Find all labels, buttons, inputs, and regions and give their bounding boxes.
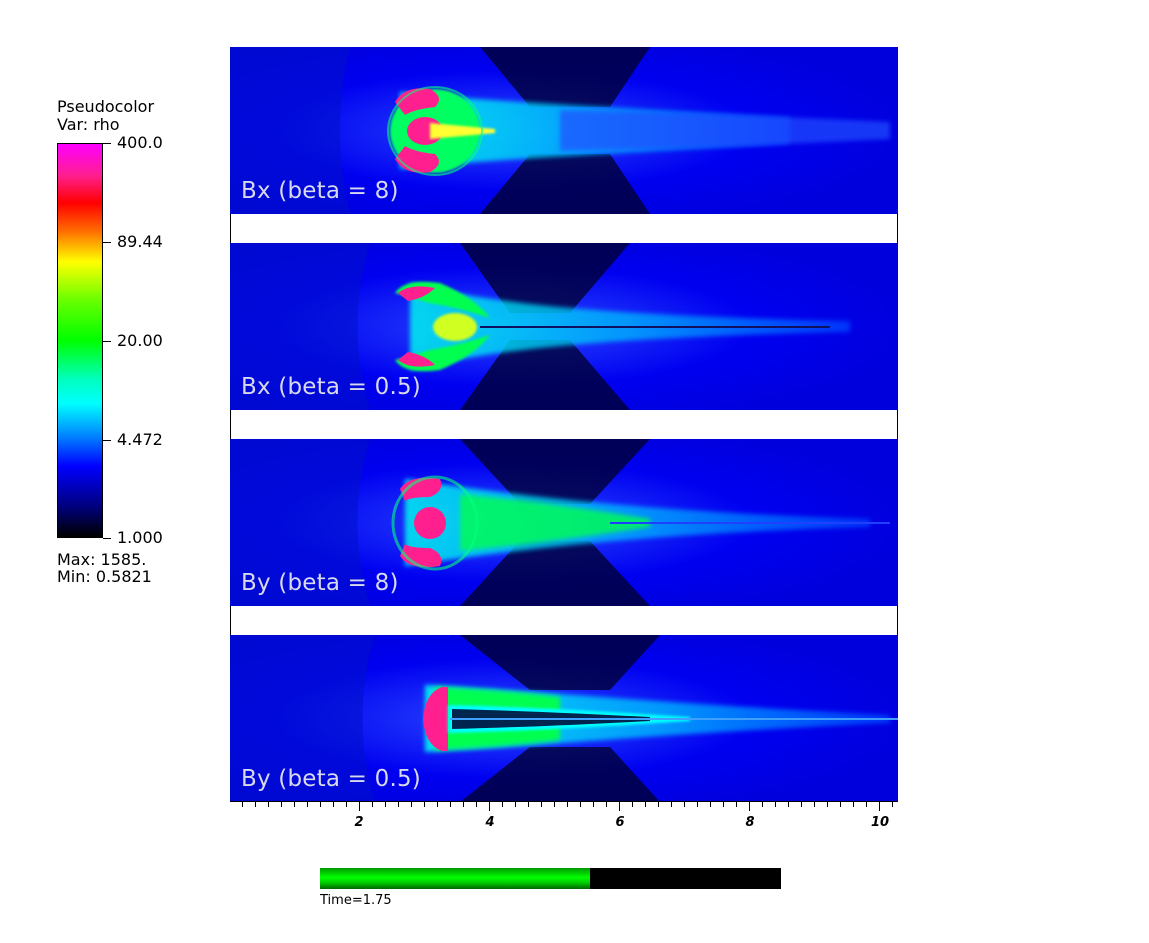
density-image [230, 635, 898, 802]
x-axis-minor-tick [697, 802, 698, 807]
x-axis-minor-tick [671, 802, 672, 807]
colorbar-tick-label: 89.44 [117, 232, 163, 251]
time-progress-bar [320, 868, 781, 889]
x-axis-minor-tick [814, 802, 815, 807]
colorbar-tick-label: 400.0 [117, 133, 163, 152]
panel-label: By (beta = 0.5) [241, 766, 421, 792]
x-axis-label: 6 [615, 815, 625, 830]
colorbar-tick-label: 20.00 [117, 331, 163, 350]
x-axis-minor-tick [528, 802, 529, 807]
legend-min: Min: 0.5821 [57, 567, 152, 586]
x-axis-minor-tick [710, 802, 711, 807]
x-axis-minor-tick [372, 802, 373, 807]
x-axis-minor-tick [320, 802, 321, 807]
x-axis-minor-tick [502, 802, 503, 807]
x-axis-minor-tick [385, 802, 386, 807]
x-axis-minor-tick [801, 802, 802, 807]
x-axis-minor-tick [853, 802, 854, 807]
x-axis-minor-tick [398, 802, 399, 807]
x-axis-minor-tick [268, 802, 269, 807]
x-axis-minor-tick [554, 802, 555, 807]
density-image [230, 243, 898, 410]
density-panel-bx-beta-0-5: Bx (beta = 0.5) [230, 243, 898, 410]
x-axis-minor-tick [736, 802, 737, 807]
x-axis-label: 4 [485, 815, 495, 830]
legend-plot-type: Pseudocolor [57, 97, 155, 116]
x-axis-minor-tick [255, 802, 256, 807]
x-axis-minor-tick [866, 802, 867, 807]
x-axis-minor-tick [775, 802, 776, 807]
x-axis-minor-tick [567, 802, 568, 807]
x-axis-major-tick [749, 802, 750, 811]
colorbar [57, 143, 103, 538]
legend-title: Pseudocolor Var: rho [57, 98, 154, 134]
x-axis-minor-tick [541, 802, 542, 807]
x-axis-minor-tick [645, 802, 646, 807]
x-axis-minor-tick [632, 802, 633, 807]
legend-stats: Max: 1585. Min: 0.5821 [57, 551, 152, 585]
x-axis-minor-tick [476, 802, 477, 807]
x-axis-major-tick [619, 802, 620, 811]
x-axis-minor-tick [333, 802, 334, 807]
panel-label: Bx (beta = 8) [241, 178, 399, 204]
x-axis-minor-tick [892, 802, 893, 807]
time-label: Time=1.75 [320, 893, 392, 908]
density-panel-by-beta-8: By (beta = 8) [230, 439, 898, 606]
panel-label: Bx (beta = 0.5) [241, 374, 421, 400]
x-axis-major-tick [879, 802, 880, 811]
x-axis-minor-tick [307, 802, 308, 807]
density-panel-by-beta-0-5: By (beta = 0.5) [230, 635, 898, 802]
x-axis-minor-tick [346, 802, 347, 807]
x-axis-minor-tick [281, 802, 282, 807]
x-axis-minor-tick [463, 802, 464, 807]
colorbar-tick-label: 4.472 [117, 430, 163, 449]
x-axis-major-tick [489, 802, 490, 811]
x-axis-minor-tick [515, 802, 516, 807]
x-axis-minor-tick [411, 802, 412, 807]
x-axis-minor-tick [723, 802, 724, 807]
legend-variable: Var: rho [57, 115, 120, 134]
x-axis-minor-tick [658, 802, 659, 807]
x-axis-minor-tick [684, 802, 685, 807]
x-axis-minor-tick [762, 802, 763, 807]
x-axis-major-tick [359, 802, 360, 811]
colorbar-tick [103, 143, 111, 144]
x-axis-minor-tick [840, 802, 841, 807]
x-axis-minor-tick [580, 802, 581, 807]
x-axis-label: 2 [354, 815, 364, 830]
x-axis-minor-tick [424, 802, 425, 807]
colorbar-tick [103, 341, 111, 342]
density-image [230, 47, 898, 214]
legend-max: Max: 1585. [57, 550, 147, 569]
panel-label: By (beta = 8) [241, 570, 399, 596]
time-progress-fill [320, 868, 590, 889]
x-axis-minor-tick [606, 802, 607, 807]
x-axis-label: 8 [745, 815, 755, 830]
x-axis-minor-tick [593, 802, 594, 807]
colorbar-tick [103, 440, 111, 441]
colorbar-tick [103, 242, 111, 243]
density-panel-bx-beta-8: Bx (beta = 8) [230, 47, 898, 214]
x-axis-minor-tick [450, 802, 451, 807]
plot-frame [230, 47, 898, 802]
x-axis-minor-tick [827, 802, 828, 807]
x-axis-minor-tick [788, 802, 789, 807]
x-axis-line [230, 801, 898, 802]
colorbar-tick-label: 1.000 [117, 528, 163, 547]
colorbar-tick [103, 538, 111, 539]
density-image [230, 439, 898, 606]
x-axis-label: 10 [870, 815, 890, 830]
x-axis-minor-tick [242, 802, 243, 807]
x-axis-minor-tick [294, 802, 295, 807]
x-axis-minor-tick [437, 802, 438, 807]
